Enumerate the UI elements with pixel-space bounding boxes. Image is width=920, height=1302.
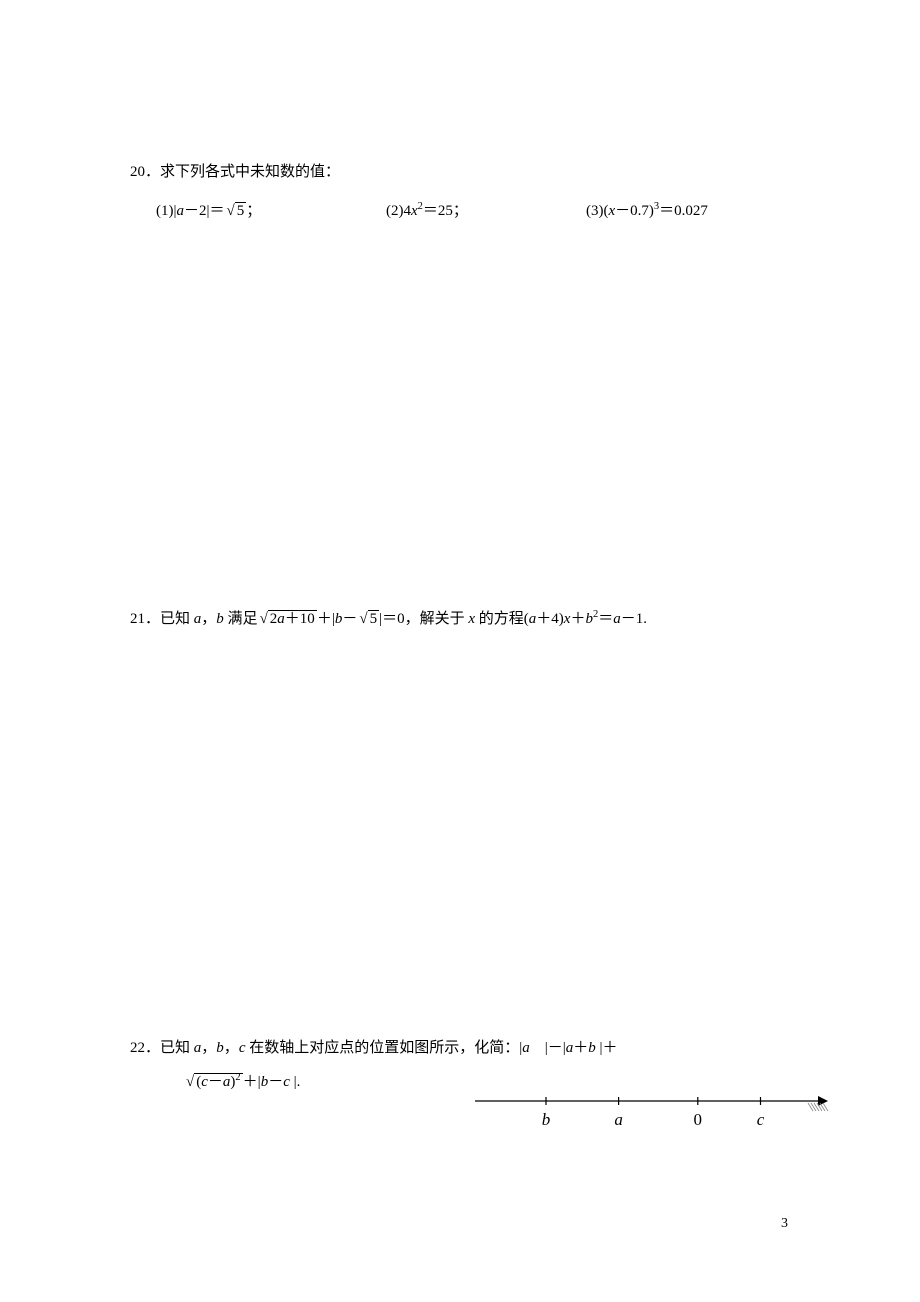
p22-sqrt: (c－a)2 — [184, 1068, 243, 1097]
p22-m3: ＋ — [573, 1040, 588, 1056]
problem-number: 20． — [130, 158, 160, 187]
problem-number: 21． — [130, 611, 160, 627]
p22-end: |. — [290, 1074, 301, 1090]
p21-b3: b — [585, 611, 593, 627]
sp1-sqrt: 5 — [225, 197, 247, 226]
p21-a3: a — [613, 611, 621, 627]
sp2-label: (2) — [386, 203, 404, 219]
p21-s1v: a — [277, 611, 285, 627]
sp1-label: (1) — [156, 203, 174, 219]
problem-number: 22． — [130, 1040, 160, 1056]
p21-m9: ＝ — [598, 611, 613, 627]
p22-m6: － — [268, 1074, 283, 1090]
sp2-rhs: ＝25； — [423, 203, 468, 219]
subpart-2: (2)4x2＝25； — [386, 197, 586, 226]
problem-20: 20． 求下列各式中未知数的值： (1)|a－2|＝5； (2)4x2＝25； … — [130, 158, 790, 225]
p21-s1e: ＋10 — [285, 611, 315, 627]
numberline-diagram: b a 0 c — [470, 1086, 830, 1136]
p22-c2: ， — [224, 1040, 239, 1056]
problem-22: 22．已知 a，b，c 在数轴上对应点的位置如图所示，化简：|a |－|a＋b … — [130, 1034, 790, 1097]
sp3-label: (3) — [586, 203, 604, 219]
p22-m5: ＋| — [243, 1074, 261, 1090]
sp1-var: a — [177, 203, 185, 219]
sp2-var: x — [411, 203, 418, 219]
p21-m7: ＋4) — [536, 611, 564, 627]
problem-20-stem: 20． 求下列各式中未知数的值： — [130, 158, 790, 187]
problem-stem-text: 求下列各式中未知数的值： — [160, 158, 340, 187]
problem-20-subparts: (1)|a－2|＝5； (2)4x2＝25； (3)(x－0.7)3＝0.027 — [130, 197, 790, 226]
p21-m1: ， — [201, 611, 216, 627]
p21-sqrt1-arg: 2a＋10 — [268, 610, 317, 628]
page-number: 3 — [781, 1216, 788, 1232]
p21-pre: 已知 — [160, 611, 194, 627]
p22-sx: 2 — [235, 1072, 240, 1083]
p21-sqrt1: 2a＋10 — [258, 605, 317, 634]
p22-sc: c — [201, 1074, 208, 1090]
sp3-mid: －0.7) — [615, 203, 654, 219]
p21-sqrt2-arg: 5 — [368, 610, 380, 628]
p22-cv: c — [283, 1074, 290, 1090]
p22-m1: 在数轴上对应点的位置如图所示，化简：| — [245, 1040, 522, 1056]
svg-text:0: 0 — [694, 1110, 703, 1129]
svg-text:c: c — [757, 1110, 765, 1129]
p22-m2: |－| — [530, 1040, 566, 1056]
sp1-lhs: －2|＝ — [184, 203, 225, 219]
svg-text:b: b — [542, 1110, 551, 1129]
p22-b: b — [216, 1040, 224, 1056]
subpart-3: (3)(x－0.7)3＝0.027 — [586, 197, 790, 226]
p22-c1: ， — [201, 1040, 216, 1056]
sp3-rhs: ＝0.027 — [659, 203, 708, 219]
sp2-coef: 4 — [404, 203, 412, 219]
subpart-1: (1)|a－2|＝5； — [156, 197, 386, 226]
p22-m4: |＋ — [596, 1040, 618, 1056]
p21-m2: 满足 — [224, 611, 258, 627]
p21-end: －1. — [621, 611, 647, 627]
sp1-end: ； — [246, 203, 261, 219]
p21-x: x — [468, 611, 475, 627]
problem-21: 21．已知 a，b 满足2a＋10＋|b－5|＝0，解关于 x 的方程(a＋4)… — [130, 605, 790, 634]
sp1-sqrt-arg: 5 — [235, 202, 247, 220]
p21-m3: ＋| — [317, 611, 335, 627]
p22-pre: 已知 — [160, 1040, 194, 1056]
p21-sqrt2: 5 — [357, 605, 379, 634]
p21-m4: － — [342, 611, 357, 627]
p22-sm: － — [208, 1074, 223, 1090]
p21-m8: ＋ — [570, 611, 585, 627]
p22-a2: a — [522, 1040, 530, 1056]
svg-text:a: a — [614, 1110, 623, 1129]
p21-m5: |＝0，解关于 — [379, 611, 468, 627]
p22-sqrt-arg: (c－a)2 — [194, 1073, 242, 1091]
p21-m6: 的方程( — [475, 611, 529, 627]
p22-b2: b — [588, 1040, 596, 1056]
p21-b: b — [216, 611, 224, 627]
